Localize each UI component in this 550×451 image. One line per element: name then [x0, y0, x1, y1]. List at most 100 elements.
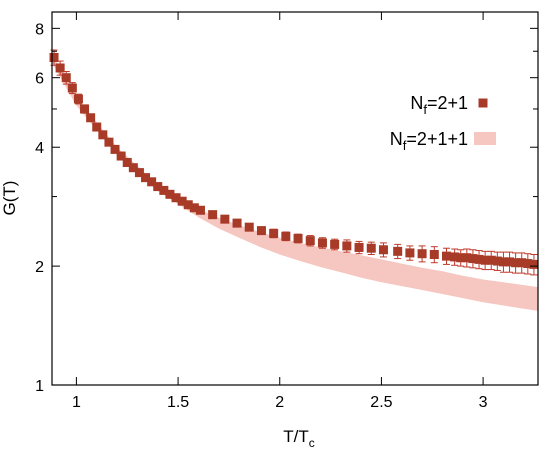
- data-point-nf-2-1: [269, 228, 279, 239]
- y-tick-label: 4: [35, 140, 44, 157]
- point-marker: [128, 163, 138, 173]
- y-axis-label: G(T): [0, 181, 19, 216]
- point-marker: [417, 249, 427, 259]
- point-marker: [517, 258, 527, 268]
- data-point-nf-2-1: [86, 113, 96, 123]
- point-marker: [378, 245, 388, 255]
- point-marker: [61, 73, 71, 83]
- legend-label-nf-2-1-1: Nf=2+1+1: [390, 129, 468, 153]
- data-point-nf-2-1: [486, 250, 496, 271]
- point-marker: [511, 258, 521, 268]
- x-tick-label: 2: [275, 394, 284, 411]
- point-marker: [110, 144, 120, 154]
- point-marker: [232, 218, 242, 228]
- points-layer: [49, 49, 539, 276]
- data-point-nf-2-1: [468, 249, 478, 269]
- legend-label-nf-2-1-1-rest: =2+1+1: [406, 129, 468, 149]
- point-marker: [134, 168, 144, 178]
- point-marker: [189, 203, 199, 213]
- point-marker: [441, 251, 451, 261]
- point-marker: [456, 253, 466, 263]
- point-marker: [529, 259, 539, 269]
- point-marker: [486, 255, 496, 265]
- y-tick-label: 1: [35, 378, 44, 395]
- data-point-nf-2-1: [80, 104, 90, 114]
- x-tick-label: 1: [72, 394, 81, 411]
- data-point-nf-2-1: [98, 130, 108, 140]
- point-marker: [55, 63, 65, 73]
- data-point-nf-2-1: [429, 246, 439, 264]
- point-marker: [208, 210, 218, 220]
- point-marker: [73, 94, 83, 104]
- y-tick-label: 2: [35, 259, 44, 276]
- data-point-nf-2-1: [393, 243, 403, 260]
- point-marker: [256, 226, 266, 236]
- point-marker: [220, 214, 230, 224]
- legend-label-nf-2-1-1-main: N: [390, 129, 403, 149]
- point-marker: [183, 200, 193, 210]
- data-point-nf-2-1: [417, 245, 427, 263]
- data-point-nf-2-1: [342, 239, 352, 253]
- point-marker: [474, 254, 484, 264]
- data-point-nf-2-1: [104, 137, 114, 147]
- data-point-nf-2-1: [498, 251, 508, 273]
- point-marker: [116, 151, 126, 161]
- data-point-nf-2-1: [220, 214, 230, 224]
- point-marker: [269, 228, 279, 238]
- x-tick-label: 3: [479, 394, 488, 411]
- data-point-nf-2-1: [281, 231, 291, 242]
- point-marker: [122, 157, 132, 167]
- x-tick-label: 2.5: [370, 394, 392, 411]
- data-point-nf-2-1: [511, 252, 521, 274]
- data-point-nf-2-1: [441, 247, 451, 265]
- legend-label-nf-2-1-main: N: [410, 93, 423, 113]
- y-tick-label: 8: [35, 21, 44, 38]
- point-marker: [405, 248, 415, 258]
- x-axis-label-main: T/T: [283, 427, 309, 446]
- point-marker: [293, 233, 303, 243]
- point-marker: [330, 239, 340, 249]
- point-marker: [317, 238, 327, 248]
- y-tick-label: 6: [35, 71, 44, 88]
- point-marker: [354, 242, 364, 252]
- point-marker: [171, 193, 181, 203]
- point-marker: [147, 177, 157, 187]
- point-marker: [505, 257, 515, 267]
- data-point-nf-2-1: [208, 210, 218, 220]
- data-point-nf-2-1: [405, 245, 415, 261]
- point-marker: [468, 254, 478, 264]
- data-point-nf-2-1: [492, 251, 502, 271]
- legend: Nf=2+1 Nf=2+1+1: [390, 93, 496, 153]
- ticks-layer: 1 1.5 2 2.5 3 1 2 4 6 8: [35, 12, 538, 411]
- point-marker: [141, 173, 151, 183]
- data-point-nf-2-1: [244, 222, 254, 232]
- data-point-nf-2-1: [505, 251, 515, 273]
- data-point-nf-2-1: [305, 235, 315, 247]
- point-marker: [498, 257, 508, 267]
- data-point-nf-2-1: [462, 248, 472, 268]
- x-tick-label: 1.5: [167, 394, 189, 411]
- legend-label-nf-2-1-rest: =2+1: [427, 93, 468, 113]
- data-point-nf-2-1: [366, 241, 376, 256]
- data-point-nf-2-1: [529, 254, 539, 276]
- point-marker: [244, 222, 254, 232]
- data-point-nf-2-1: [354, 240, 364, 255]
- point-marker: [165, 189, 175, 199]
- legend-label-nf-2-1-sub: f: [423, 102, 427, 117]
- data-point-nf-2-1: [474, 250, 484, 270]
- point-marker: [342, 241, 352, 251]
- plot-frame: [51, 11, 539, 386]
- point-marker: [153, 182, 163, 192]
- data-point-nf-2-1: [55, 60, 65, 76]
- point-marker: [104, 137, 114, 147]
- point-marker: [98, 130, 108, 140]
- point-marker: [462, 253, 472, 263]
- x-axis-label: T/Tc: [283, 427, 315, 450]
- x-axis-label-subscript: c: [309, 436, 315, 450]
- point-marker: [305, 236, 315, 246]
- data-point-nf-2-1: [92, 122, 102, 132]
- point-marker: [92, 122, 102, 132]
- point-marker: [195, 205, 205, 215]
- legend-label-nf-2-1-1-sub: f: [403, 138, 407, 153]
- data-point-nf-2-1: [134, 168, 144, 178]
